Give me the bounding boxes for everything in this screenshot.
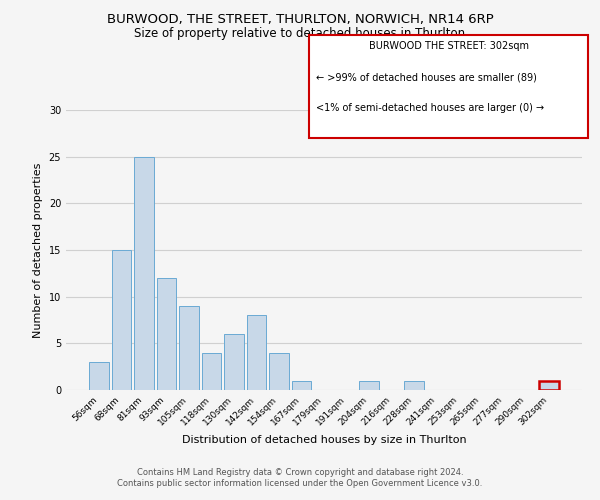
X-axis label: Distribution of detached houses by size in Thurlton: Distribution of detached houses by size … <box>182 436 466 446</box>
Bar <box>404 380 424 390</box>
Bar <box>202 352 221 390</box>
Bar <box>179 306 199 390</box>
Bar <box>269 352 289 390</box>
Bar <box>134 156 154 390</box>
Bar <box>359 380 379 390</box>
Y-axis label: Number of detached properties: Number of detached properties <box>33 162 43 338</box>
Bar <box>89 362 109 390</box>
Bar <box>112 250 131 390</box>
Bar <box>247 316 266 390</box>
Text: <1% of semi-detached houses are larger (0) →: <1% of semi-detached houses are larger (… <box>316 103 544 113</box>
Text: BURWOOD THE STREET: 302sqm: BURWOOD THE STREET: 302sqm <box>368 41 529 51</box>
Text: ← >99% of detached houses are smaller (89): ← >99% of detached houses are smaller (8… <box>316 72 537 82</box>
Text: Size of property relative to detached houses in Thurlton: Size of property relative to detached ho… <box>134 28 466 40</box>
Bar <box>539 380 559 390</box>
Bar <box>292 380 311 390</box>
Bar <box>224 334 244 390</box>
Bar <box>157 278 176 390</box>
Text: BURWOOD, THE STREET, THURLTON, NORWICH, NR14 6RP: BURWOOD, THE STREET, THURLTON, NORWICH, … <box>107 12 493 26</box>
Text: Contains HM Land Registry data © Crown copyright and database right 2024.
Contai: Contains HM Land Registry data © Crown c… <box>118 468 482 487</box>
